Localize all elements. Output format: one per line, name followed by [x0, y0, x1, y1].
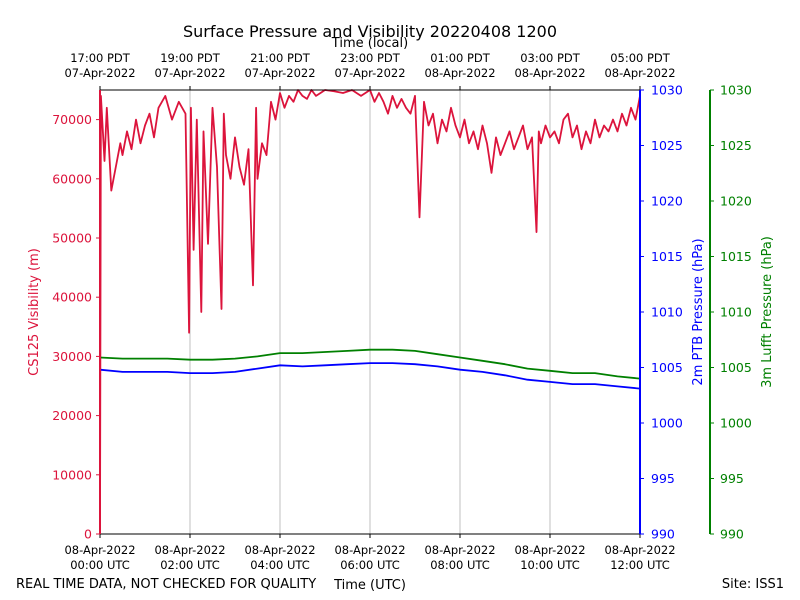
ptb-tick-label: 1015 — [651, 249, 683, 264]
chart-title: Surface Pressure and Visibility 20220408… — [183, 22, 557, 41]
top-x-tick-time: 05:00 PDT — [610, 51, 671, 65]
lufft-tick-label: 1030 — [720, 83, 752, 98]
bottom-x-tick-date: 08-Apr-2022 — [604, 543, 675, 557]
series-line-2m-ptb-pressure — [99, 362, 641, 390]
top-x-tick-time: 23:00 PDT — [340, 51, 401, 65]
visibility-axis-label: CS125 Visibility (m) — [27, 248, 42, 376]
bottom-x-tick-time: 08:00 UTC — [430, 558, 490, 572]
bottom-x-tick-time: 02:00 UTC — [160, 558, 220, 572]
site-label: Site: ISS1 — [722, 577, 784, 592]
bottom-x-tick-date: 08-Apr-2022 — [154, 543, 225, 557]
bottom-x-tick-date: 08-Apr-2022 — [64, 543, 135, 557]
ptb-axis-label: 2m PTB Pressure (hPa) — [691, 238, 706, 385]
top-x-tick-date: 08-Apr-2022 — [514, 66, 585, 80]
lufft-tick-label: 990 — [720, 527, 744, 542]
lufft-tick-label: 1015 — [720, 249, 752, 264]
lufft-axis-label: 3m Lufft Pressure (hPa) — [760, 236, 775, 388]
lufft-tick-label: 1010 — [720, 305, 752, 320]
series-line-cs125-visibility — [99, 89, 641, 535]
ptb-tick-label: 1030 — [651, 83, 683, 98]
grid-layer — [99, 90, 641, 534]
top-x-axis-label: Time (local) — [331, 36, 408, 51]
ptb-tick-label: 995 — [651, 471, 675, 486]
top-x-tick-date: 07-Apr-2022 — [64, 66, 135, 80]
bottom-x-tick-time: 00:00 UTC — [70, 558, 130, 572]
bottom-x-tick-date: 08-Apr-2022 — [424, 543, 495, 557]
bottom-x-tick-time: 10:00 UTC — [520, 558, 580, 572]
visibility-tick-label: 30000 — [52, 349, 92, 364]
visibility-tick-label: 10000 — [52, 467, 92, 482]
top-x-tick-time: 03:00 PDT — [520, 51, 581, 65]
visibility-tick-label: 50000 — [52, 231, 92, 246]
lufft-tick-label: 1025 — [720, 138, 752, 153]
ptb-tick-label: 1010 — [651, 305, 683, 320]
bottom-x-tick-time: 12:00 UTC — [610, 558, 670, 572]
series-line-3m-lufft-pressure — [99, 348, 641, 380]
top-x-tick-date: 07-Apr-2022 — [334, 66, 405, 80]
ptb-tick-label: 1025 — [651, 138, 683, 153]
top-x-tick-date: 07-Apr-2022 — [154, 66, 225, 80]
top-x-tick-date: 08-Apr-2022 — [424, 66, 495, 80]
lufft-tick-label: 995 — [720, 471, 744, 486]
series-layer — [99, 89, 641, 535]
lufft-tick-label: 1005 — [720, 360, 752, 375]
lufft-tick-label: 1020 — [720, 194, 752, 209]
bottom-x-tick-time: 04:00 UTC — [250, 558, 310, 572]
top-x-tick-time: 01:00 PDT — [430, 51, 491, 65]
top-x-tick-time: 21:00 PDT — [250, 51, 311, 65]
top-x-tick-date: 08-Apr-2022 — [604, 66, 675, 80]
ptb-tick-label: 1000 — [651, 416, 683, 431]
bottom-x-axis-label: Time (UTC) — [333, 578, 406, 593]
top-x-tick-date: 07-Apr-2022 — [244, 66, 315, 80]
ptb-tick-label: 1005 — [651, 360, 683, 375]
visibility-tick-label: 70000 — [52, 112, 92, 127]
bottom-x-tick-date: 08-Apr-2022 — [514, 543, 585, 557]
lufft-tick-label: 1000 — [720, 416, 752, 431]
bottom-x-tick-time: 06:00 UTC — [340, 558, 400, 572]
bottom-x-tick-date: 08-Apr-2022 — [334, 543, 405, 557]
visibility-tick-label: 60000 — [52, 171, 92, 186]
quality-notice: REAL TIME DATA, NOT CHECKED FOR QUALITY — [16, 577, 316, 592]
top-x-tick-time: 17:00 PDT — [70, 51, 131, 65]
top-x-tick-time: 19:00 PDT — [160, 51, 221, 65]
visibility-tick-label: 0 — [84, 527, 92, 542]
bottom-x-tick-date: 08-Apr-2022 — [244, 543, 315, 557]
visibility-tick-label: 40000 — [52, 290, 92, 305]
ptb-tick-label: 1020 — [651, 194, 683, 209]
ptb-tick-label: 990 — [651, 527, 675, 542]
visibility-tick-label: 20000 — [52, 408, 92, 423]
